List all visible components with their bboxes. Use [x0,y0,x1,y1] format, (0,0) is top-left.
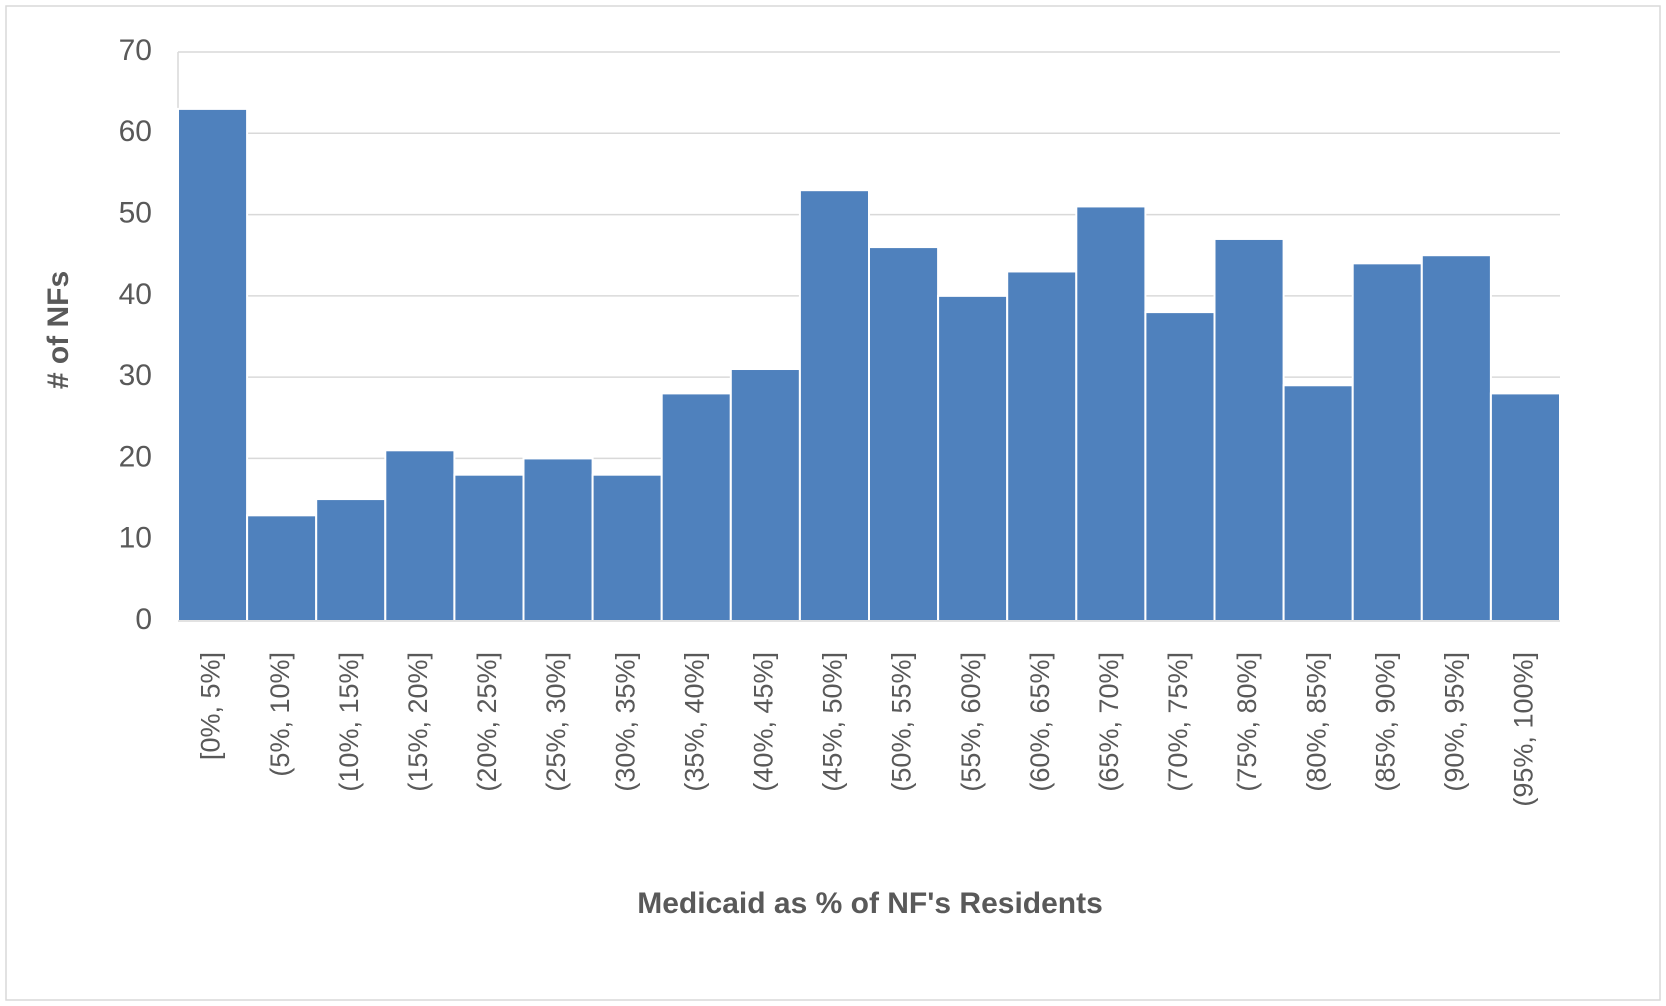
x-tick-label: (70%, 75%] [1163,652,1193,792]
y-axis-title: # of NFs [42,271,75,389]
bar [1006,270,1078,622]
x-axis-title: Medicaid as % of NF's Residents [637,887,1103,920]
bar [315,498,387,623]
chart-border [5,5,1661,1001]
x-tick-label: (95%, 100%] [1509,652,1539,807]
bar [177,107,249,622]
bar [729,368,801,622]
x-tick-label: (20%, 25%] [472,652,502,792]
bar [453,473,525,622]
y-tick-label: 10 [119,522,152,555]
x-tick-label: (5%, 10%] [265,652,295,777]
y-tick-label: 50 [119,196,152,229]
bar [246,514,318,622]
x-tick-label: (55%, 60%] [956,652,986,792]
bar [1213,237,1285,622]
bar [1489,392,1562,622]
bar [868,246,940,622]
x-tick-label: (35%, 40%] [679,652,709,792]
y-tick-label: 20 [119,440,152,473]
x-tick-label: (40%, 45%] [748,652,778,792]
x-tick-label: (60%, 65%] [1025,652,1055,792]
y-tick-label: 60 [119,115,152,148]
x-tick-label: (45%, 50%] [818,652,848,792]
y-tick-label: 0 [135,603,152,636]
x-tick-label: (50%, 55%] [887,652,917,792]
bar [798,189,871,623]
bar [1282,384,1354,622]
x-tick-label: (75%, 80%] [1232,652,1262,792]
y-tick-label: 30 [119,359,152,392]
bar [591,473,663,622]
x-tick-label: (85%, 90%] [1370,652,1400,792]
x-tick-label: (80%, 85%] [1301,652,1331,792]
bar [937,294,1009,622]
x-tick-label: (90%, 95%] [1439,652,1469,792]
x-tick-label: (65%, 70%] [1094,652,1124,792]
y-tick-label: 70 [119,34,152,67]
bar [522,457,594,622]
x-tick-label: (30%, 35%] [610,652,640,792]
x-tick-label: (25%, 30%] [541,652,571,792]
bar [1420,254,1492,622]
x-tick-label: (10%, 15%] [334,652,364,792]
bar [1351,262,1423,622]
x-tick-label: (15%, 20%] [403,652,433,792]
bar [384,449,456,622]
bar [1075,205,1147,622]
bar [1144,311,1216,622]
x-tick-label: [0%, 5%] [196,652,226,760]
bar [660,392,732,622]
y-tick-label: 40 [119,278,152,311]
